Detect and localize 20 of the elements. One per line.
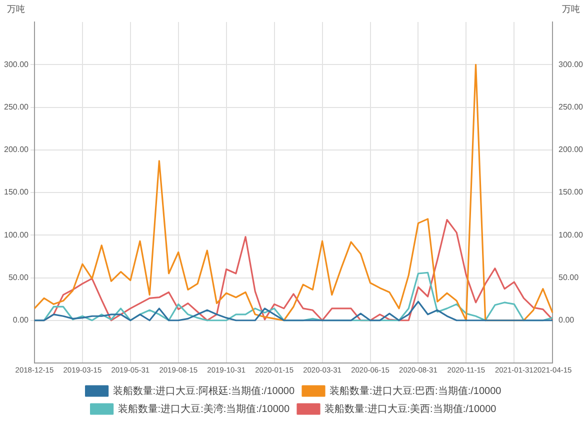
y-tick-label: 250.00 xyxy=(4,102,30,112)
y-tick-label: 0.00 xyxy=(12,316,30,325)
y-tick-label: 50.00 xyxy=(8,272,30,282)
y-tick-label: 300.00 xyxy=(4,60,30,69)
y2-tick-label: 0.00 xyxy=(558,316,575,325)
legend-label: 装船数量:进口大豆:美湾:当期值:/10000 xyxy=(118,402,290,415)
y2-tick-label: 50.00 xyxy=(558,272,580,282)
y2-tick-label: 250.00 xyxy=(558,102,584,112)
y2-tick-label: 200.00 xyxy=(558,145,584,154)
y2-tick-label: 100.00 xyxy=(558,230,584,240)
legend-label: 装船数量:进口大豆:美西:当期值:/10000 xyxy=(324,402,497,415)
y-tick-label: 200.00 xyxy=(4,145,30,154)
legend-label: 装船数量:进口大豆:巴西:当期值:/10000 xyxy=(330,384,502,397)
y-tick-label: 100.00 xyxy=(4,230,30,240)
y2-tick-label: 300.00 xyxy=(558,60,584,69)
legend-label: 装船数量:进口大豆:阿根廷:当期值:/10000 xyxy=(112,384,295,397)
y-axis-title: 万吨 xyxy=(7,4,25,14)
y-tick-label: 150.00 xyxy=(4,188,30,197)
y2-tick-label: 150.00 xyxy=(558,188,584,197)
y2-axis-title: 万吨 xyxy=(562,4,580,14)
